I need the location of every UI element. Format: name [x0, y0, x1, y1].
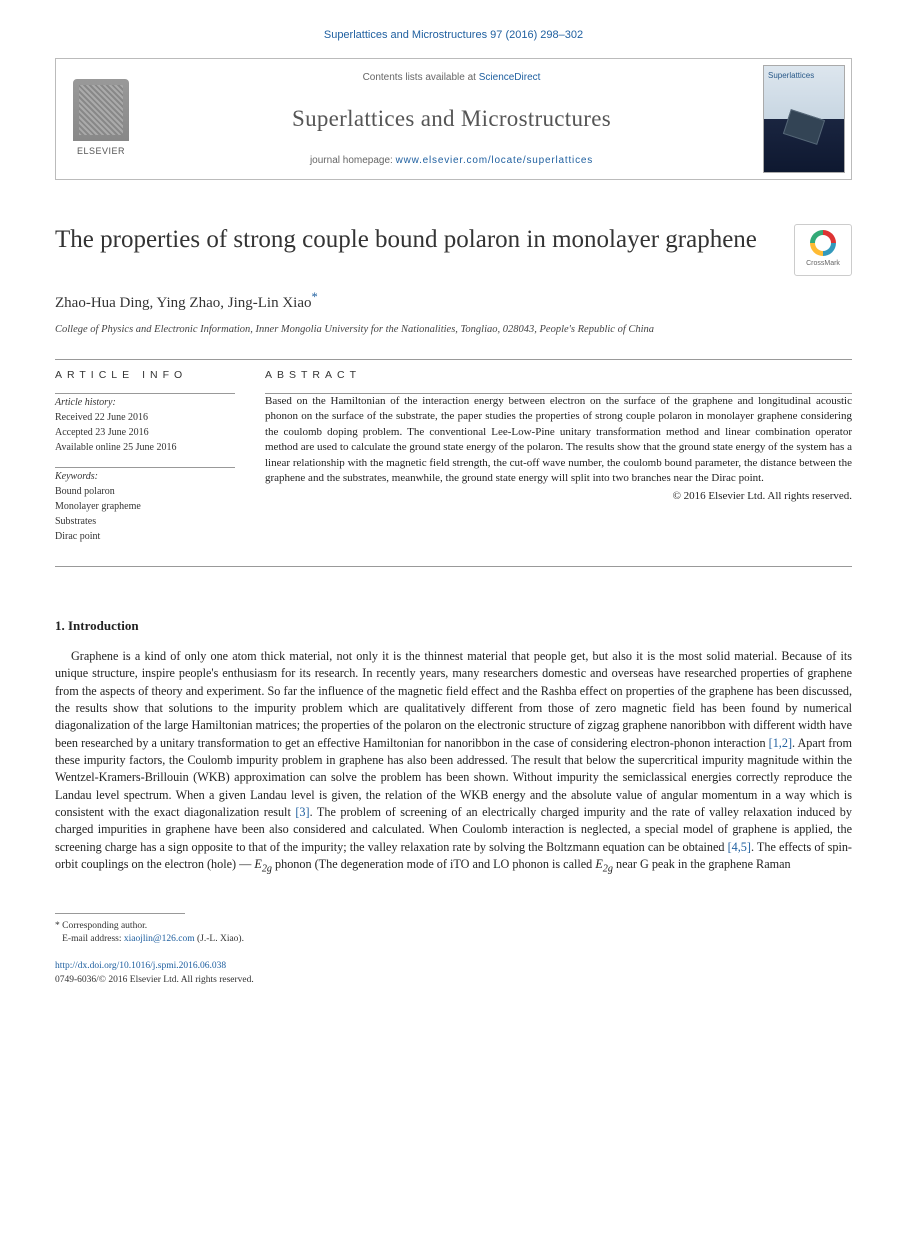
intro-text-1: Graphene is a kind of only one atom thic…: [55, 649, 852, 750]
cover-title: Superlattices: [768, 70, 840, 82]
journal-name: Superlattices and Microstructures: [154, 102, 749, 135]
intro-text-5: phonon (The degeneration mode of iTO and…: [272, 857, 595, 871]
email-line: E-mail address: xiaojlin@126.com (J.-L. …: [55, 933, 852, 946]
article-info-heading: ARTICLE INFO: [55, 368, 235, 383]
footnote-separator: [55, 913, 185, 914]
intro-text-6: near G peak in the graphene Raman: [613, 857, 791, 871]
title-row: The properties of strong couple bound po…: [55, 224, 852, 276]
issn-copyright: 0749-6036/© 2016 Elsevier Ltd. All right…: [55, 974, 852, 987]
divider-bottom: [55, 566, 852, 567]
email-suffix: (J.-L. Xiao).: [195, 934, 244, 944]
citation-ref-3[interactable]: [3]: [295, 805, 309, 819]
keyword: Bound polaron: [55, 485, 235, 499]
e2g-symbol: E2g: [254, 857, 272, 871]
history-online: Available online 25 June 2016: [55, 441, 235, 455]
contents-prefix: Contents lists available at: [363, 72, 479, 83]
abstract-text: Based on the Hamiltonian of the interact…: [265, 394, 852, 486]
elsevier-tree-icon: [73, 79, 129, 141]
publisher-label: ELSEVIER: [77, 145, 125, 158]
e2g-symbol-2: E2g: [595, 857, 613, 871]
cover-cell: Superlattices: [757, 59, 851, 179]
running-citation: Superlattices and Microstructures 97 (20…: [55, 28, 852, 44]
abstract-copyright: © 2016 Elsevier Ltd. All rights reserved…: [265, 489, 852, 505]
keywords-label: Keywords:: [55, 470, 235, 484]
info-divider-2: [55, 467, 235, 468]
doi-link[interactable]: http://dx.doi.org/10.1016/j.spmi.2016.06…: [55, 960, 852, 973]
homepage-prefix: journal homepage:: [310, 155, 396, 166]
doi-block: http://dx.doi.org/10.1016/j.spmi.2016.06…: [55, 960, 852, 987]
abstract-heading: ABSTRACT: [265, 368, 852, 383]
journal-header: ELSEVIER Contents lists available at Sci…: [55, 58, 852, 180]
header-center: Contents lists available at ScienceDirec…: [146, 59, 757, 179]
crossmark-label: CrossMark: [806, 259, 840, 269]
article-history-block: Article history: Received 22 June 2016 A…: [55, 396, 235, 455]
citation-ref-12[interactable]: [1,2]: [769, 736, 792, 750]
publisher-logo-cell: ELSEVIER: [56, 59, 146, 179]
abstract-column: ABSTRACT Based on the Hamiltonian of the…: [265, 368, 852, 556]
affiliation: College of Physics and Electronic Inform…: [55, 323, 852, 337]
journal-cover-thumb: Superlattices: [763, 65, 845, 173]
info-abstract-row: ARTICLE INFO Article history: Received 2…: [55, 368, 852, 556]
citation-ref-45[interactable]: [4,5]: [728, 840, 751, 854]
crossmark-badge[interactable]: CrossMark: [794, 224, 852, 276]
authors-text: Zhao-Hua Ding, Ying Zhao, Jing-Lin Xiao: [55, 295, 311, 311]
author-list: Zhao-Hua Ding, Ying Zhao, Jing-Lin Xiao*: [55, 288, 852, 315]
contents-line: Contents lists available at ScienceDirec…: [154, 71, 749, 86]
homepage-url[interactable]: www.elsevier.com/locate/superlattices: [396, 155, 593, 166]
keywords-block: Keywords: Bound polaron Monolayer graphe…: [55, 470, 235, 544]
email-label: E-mail address:: [62, 934, 124, 944]
corresponding-footnote: * Corresponding author. E-mail address: …: [55, 920, 852, 947]
email-link[interactable]: xiaojlin@126.com: [124, 934, 195, 944]
info-divider: [55, 393, 235, 394]
sciencedirect-link[interactable]: ScienceDirect: [479, 72, 541, 83]
history-accepted: Accepted 23 June 2016: [55, 426, 235, 440]
crossmark-icon: [810, 230, 836, 256]
history-label: Article history:: [55, 396, 235, 410]
history-received: Received 22 June 2016: [55, 411, 235, 425]
corr-label: * Corresponding author.: [55, 920, 852, 933]
keyword: Substrates: [55, 515, 235, 529]
intro-paragraph: Graphene is a kind of only one atom thic…: [55, 648, 852, 877]
corresponding-marker: *: [311, 290, 317, 304]
section-heading-intro: 1. Introduction: [55, 617, 852, 636]
homepage-line: journal homepage: www.elsevier.com/locat…: [154, 154, 749, 169]
keyword: Monolayer grapheme: [55, 500, 235, 514]
divider-top: [55, 359, 852, 360]
article-title: The properties of strong couple bound po…: [55, 224, 780, 256]
article-info-column: ARTICLE INFO Article history: Received 2…: [55, 368, 235, 556]
keyword: Dirac point: [55, 530, 235, 544]
